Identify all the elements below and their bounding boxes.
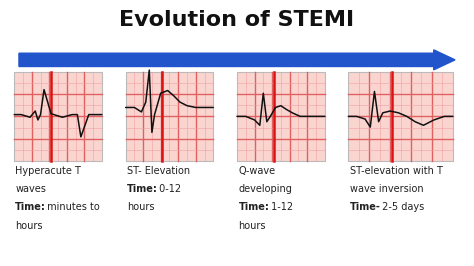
Text: hours: hours bbox=[238, 221, 266, 231]
Text: Time:: Time: bbox=[15, 202, 46, 213]
Text: wave inversion: wave inversion bbox=[350, 184, 423, 194]
Text: developing: developing bbox=[238, 184, 292, 194]
Text: 1-12: 1-12 bbox=[268, 202, 293, 213]
Bar bbox=[237, 72, 325, 161]
Text: 0-12: 0-12 bbox=[156, 184, 182, 194]
FancyArrow shape bbox=[19, 50, 455, 70]
Text: hours: hours bbox=[15, 221, 43, 231]
Text: hours: hours bbox=[127, 202, 155, 213]
Bar bbox=[126, 72, 213, 161]
Text: Q-wave: Q-wave bbox=[238, 166, 275, 176]
Text: Time-: Time- bbox=[350, 202, 381, 213]
Text: ST- Elevation: ST- Elevation bbox=[127, 166, 190, 176]
Text: ST-elevation with T: ST-elevation with T bbox=[350, 166, 443, 176]
Text: waves: waves bbox=[15, 184, 46, 194]
Text: minutes to: minutes to bbox=[45, 202, 100, 213]
Bar bbox=[348, 72, 453, 161]
Text: Hyperacute T: Hyperacute T bbox=[15, 166, 81, 176]
Text: Evolution of STEMI: Evolution of STEMI bbox=[119, 10, 355, 30]
Text: Time:: Time: bbox=[238, 202, 269, 213]
Bar bbox=[14, 72, 102, 161]
Text: Time:: Time: bbox=[127, 184, 158, 194]
Text: 2-5 days: 2-5 days bbox=[379, 202, 424, 213]
